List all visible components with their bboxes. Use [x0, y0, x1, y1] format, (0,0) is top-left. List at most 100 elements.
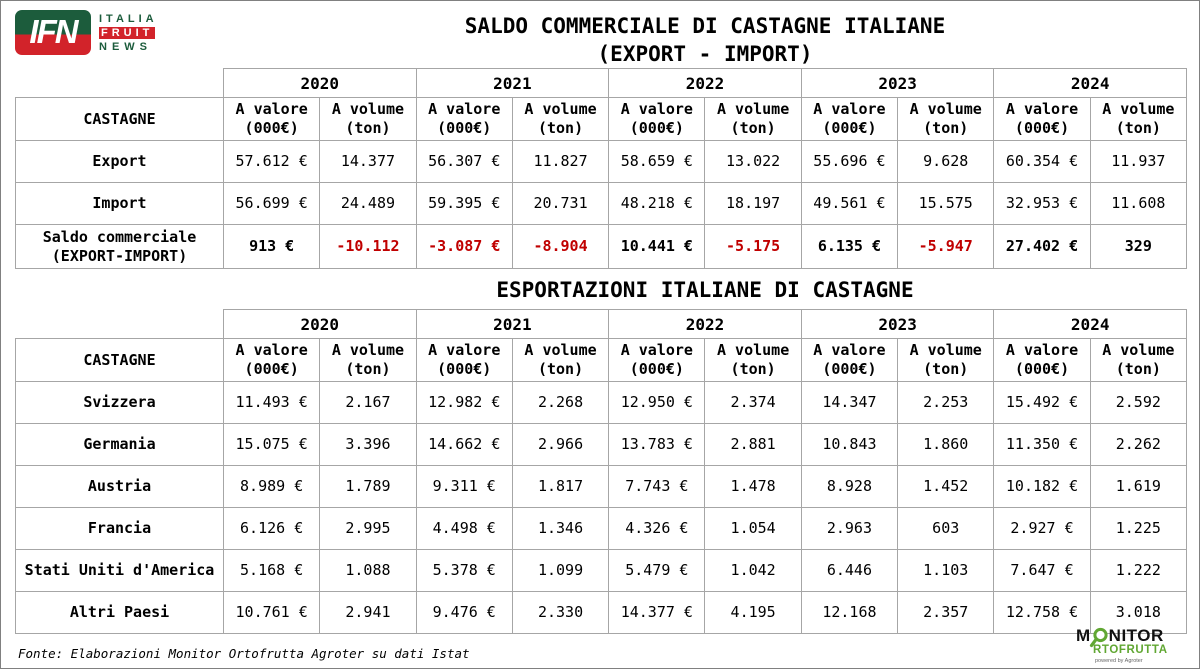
saldo-row: Saldo commerciale (EXPORT-IMPORT) 913 € -…: [15, 224, 1188, 269]
value-cell: 2.966: [511, 423, 610, 466]
monitor-ortofrutta-logo: M NITOR RTOFRUTTA powered by Agroter: [1076, 627, 1188, 665]
value-cell: 913 €: [222, 224, 321, 269]
value-cell: 10.761 €: [222, 591, 321, 634]
value-cell: 7.647 €: [993, 549, 1091, 592]
value-cell: 2.330: [511, 591, 610, 634]
year-header: 2024: [993, 309, 1187, 339]
value-cell: 56.307 €: [415, 140, 513, 183]
value-cell: 8.989 €: [222, 465, 321, 508]
value-cell: 55.696 €: [800, 140, 899, 183]
value-cell: 18.197: [704, 182, 802, 225]
value-cell: 1.346: [511, 507, 610, 550]
column-header-value: A valore (000€): [608, 338, 706, 382]
row-label: Austria: [15, 465, 224, 508]
country-row: Francia 6.126 € 2.995 4.498 € 1.346 4.32…: [15, 507, 1188, 550]
value-cell: 49.561 €: [800, 182, 899, 225]
value-cell: 11.608: [1089, 182, 1188, 225]
value-cell: 56.699 €: [222, 182, 321, 225]
column-header-volume: A volume (ton): [511, 97, 610, 141]
ifn-word-news: NEWS: [99, 40, 152, 53]
row-label: Germania: [15, 423, 224, 466]
value-cell: 14.347: [800, 381, 899, 424]
value-cell: 2.357: [897, 591, 995, 634]
column-header-volume: A volume (ton): [1089, 338, 1188, 382]
value-cell: 7.743 €: [608, 465, 706, 508]
country-row: Austria 8.989 € 1.789 9.311 € 1.817 7.74…: [15, 465, 1188, 508]
value-cell: 2.927 €: [993, 507, 1091, 550]
saldo-table: 2020 2021 2022 2023 2024 CASTAGNE A valo…: [15, 68, 1188, 269]
value-cell: 1.789: [319, 465, 417, 508]
value-cell: 14.377 €: [608, 591, 706, 634]
column-header-value: A valore (000€): [222, 338, 321, 382]
corner-label: CASTAGNE: [15, 97, 224, 141]
saldo-corner-blank: [16, 69, 224, 98]
value-cell: 2.881: [704, 423, 802, 466]
value-cell: 13.022: [704, 140, 802, 183]
value-cell: 2.374: [704, 381, 802, 424]
column-header-value: A valore (000€): [993, 338, 1091, 382]
column-header-volume: A volume (ton): [319, 338, 417, 382]
value-cell: 2.963: [800, 507, 899, 550]
value-cell: 11.493 €: [222, 381, 321, 424]
value-cell: 12.168: [800, 591, 899, 634]
monitor-logo-line1: M NITOR: [1076, 626, 1164, 647]
column-header-value: A valore (000€): [800, 338, 899, 382]
value-cell: 9.476 €: [415, 591, 513, 634]
saldo-year-row: 2020 2021 2022 2023 2024: [16, 68, 1187, 98]
export-table-title: ESPORTAZIONI ITALIANE DI CASTAGNE: [496, 278, 914, 302]
year-header: 2022: [608, 309, 802, 339]
value-cell: 6.135 €: [800, 224, 899, 269]
row-label: Export: [15, 140, 224, 183]
value-cell: 3.396: [319, 423, 417, 466]
year-header: 2021: [415, 68, 610, 98]
value-cell: 12.982 €: [415, 381, 513, 424]
year-header: 2021: [415, 309, 610, 339]
value-cell: 4.326 €: [608, 507, 706, 550]
column-header-value: A valore (000€): [415, 338, 513, 382]
value-cell: 10.843: [800, 423, 899, 466]
value-cell: 20.731: [511, 182, 610, 225]
value-cell: 5.479 €: [608, 549, 706, 592]
year-header: 2023: [800, 309, 995, 339]
country-row: Stati Uniti d'America 5.168 € 1.088 5.37…: [15, 549, 1188, 592]
year-header: 2023: [800, 68, 995, 98]
country-row: Germania 15.075 € 3.396 14.662 € 2.966 1…: [15, 423, 1188, 466]
year-header: 2020: [223, 68, 417, 98]
value-cell: -8.904: [511, 224, 610, 269]
value-cell: 14.377: [319, 140, 417, 183]
value-cell: 1.478: [704, 465, 802, 508]
ifn-logo-words: ITALIA FRUIT NEWS: [99, 13, 158, 53]
value-cell: 2.268: [511, 381, 610, 424]
value-cell: 9.628: [897, 140, 995, 183]
year-header: 2024: [993, 68, 1187, 98]
value-cell: 1.222: [1089, 549, 1188, 592]
value-cell: 5.378 €: [415, 549, 513, 592]
value-cell: 13.783 €: [608, 423, 706, 466]
country-row: Svizzera 11.493 € 2.167 12.982 € 2.268 1…: [15, 381, 1188, 424]
value-cell: -3.087 €: [415, 224, 513, 269]
ifn-logo-icon: IFN: [15, 10, 91, 55]
value-cell: 11.350 €: [993, 423, 1091, 466]
column-header-volume: A volume (ton): [704, 97, 802, 141]
export-corner-blank: [16, 310, 224, 339]
value-cell: -10.112: [319, 224, 417, 269]
value-cell: 15.075 €: [222, 423, 321, 466]
value-cell: 57.612 €: [222, 140, 321, 183]
value-cell: 10.182 €: [993, 465, 1091, 508]
value-cell: 14.662 €: [415, 423, 513, 466]
value-cell: 6.126 €: [222, 507, 321, 550]
value-cell: 2.995: [319, 507, 417, 550]
value-cell: 15.492 €: [993, 381, 1091, 424]
value-cell: 60.354 €: [993, 140, 1091, 183]
row-label: Saldo commerciale (EXPORT-IMPORT): [15, 224, 224, 269]
value-cell: 27.402 €: [993, 224, 1091, 269]
column-header-value: A valore (000€): [800, 97, 899, 141]
value-cell: 329: [1089, 224, 1188, 269]
value-cell: 32.953 €: [993, 182, 1091, 225]
row-label: Altri Paesi: [15, 591, 224, 634]
value-cell: 9.311 €: [415, 465, 513, 508]
magnifier-icon: [1089, 627, 1108, 647]
value-cell: 11.937: [1089, 140, 1188, 183]
value-cell: 2.941: [319, 591, 417, 634]
export-header-row: CASTAGNE A valore (000€) A volume (ton) A …: [15, 338, 1188, 382]
